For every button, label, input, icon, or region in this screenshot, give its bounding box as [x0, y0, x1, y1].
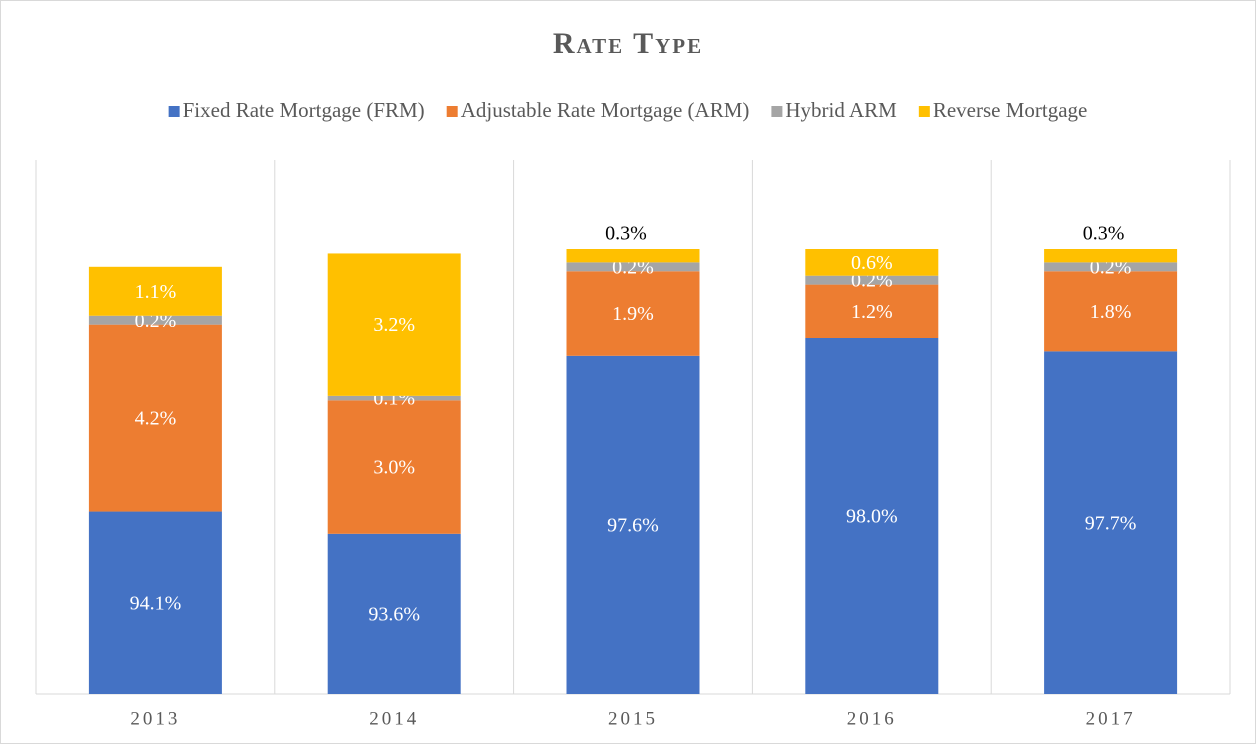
data-label: 0.6%	[851, 252, 893, 274]
legend-label: Adjustable Rate Mortgage (ARM)	[461, 98, 750, 122]
bar-segment	[805, 284, 939, 338]
legend-swatch	[168, 106, 180, 117]
bar-segment	[327, 533, 461, 694]
bar-segment	[88, 266, 222, 316]
legend-label: Fixed Rate Mortgage (FRM)	[183, 98, 425, 122]
bar-segment	[1044, 351, 1178, 694]
x-tick-label: 2017	[1086, 708, 1136, 729]
x-tick-label: 2015	[608, 708, 658, 729]
data-label: 1.8%	[1090, 301, 1132, 323]
legend-label: Hybrid ARM	[785, 98, 897, 122]
x-tick-label: 2014	[369, 708, 419, 729]
data-label: 1.2%	[851, 301, 893, 323]
data-label: 1.1%	[135, 281, 177, 303]
bar-segment	[88, 511, 222, 694]
bar-segment	[1044, 249, 1178, 263]
data-label: 4.2%	[135, 408, 177, 430]
bar-segment	[566, 271, 700, 356]
data-label: 3.2%	[373, 314, 415, 336]
legend-swatch	[771, 106, 783, 117]
bar-segment	[566, 262, 700, 272]
bar-segment	[1044, 271, 1178, 352]
bar-segment	[327, 395, 461, 401]
bar-segment	[566, 249, 700, 263]
data-label: 97.6%	[607, 514, 659, 536]
data-label: 1.9%	[612, 303, 654, 325]
bar-segment	[805, 275, 939, 285]
bar-segment	[327, 253, 461, 396]
bar-segment	[805, 338, 939, 694]
data-label: 93.6%	[368, 603, 420, 625]
x-tick-label: 2016	[847, 708, 897, 729]
data-label: 3.0%	[373, 457, 415, 479]
bar-segment	[805, 249, 939, 276]
bar-segment	[88, 324, 222, 512]
data-label: 97.7%	[1085, 512, 1137, 534]
x-tick-label: 2013	[130, 708, 180, 729]
chart-title: Rate Type	[553, 27, 703, 60]
data-label: 94.1%	[130, 592, 182, 614]
legend-swatch	[446, 106, 458, 117]
bar-segment	[1044, 262, 1178, 272]
data-label: 0.3%	[605, 223, 647, 245]
legend-label: Reverse Mortgage	[933, 98, 1088, 122]
legend-swatch	[918, 106, 930, 117]
bar-segment	[88, 315, 222, 325]
data-label: 0.3%	[1083, 223, 1125, 245]
data-label: 98.0%	[846, 506, 898, 528]
bar-segment	[327, 400, 461, 534]
bar-segment	[566, 355, 700, 694]
